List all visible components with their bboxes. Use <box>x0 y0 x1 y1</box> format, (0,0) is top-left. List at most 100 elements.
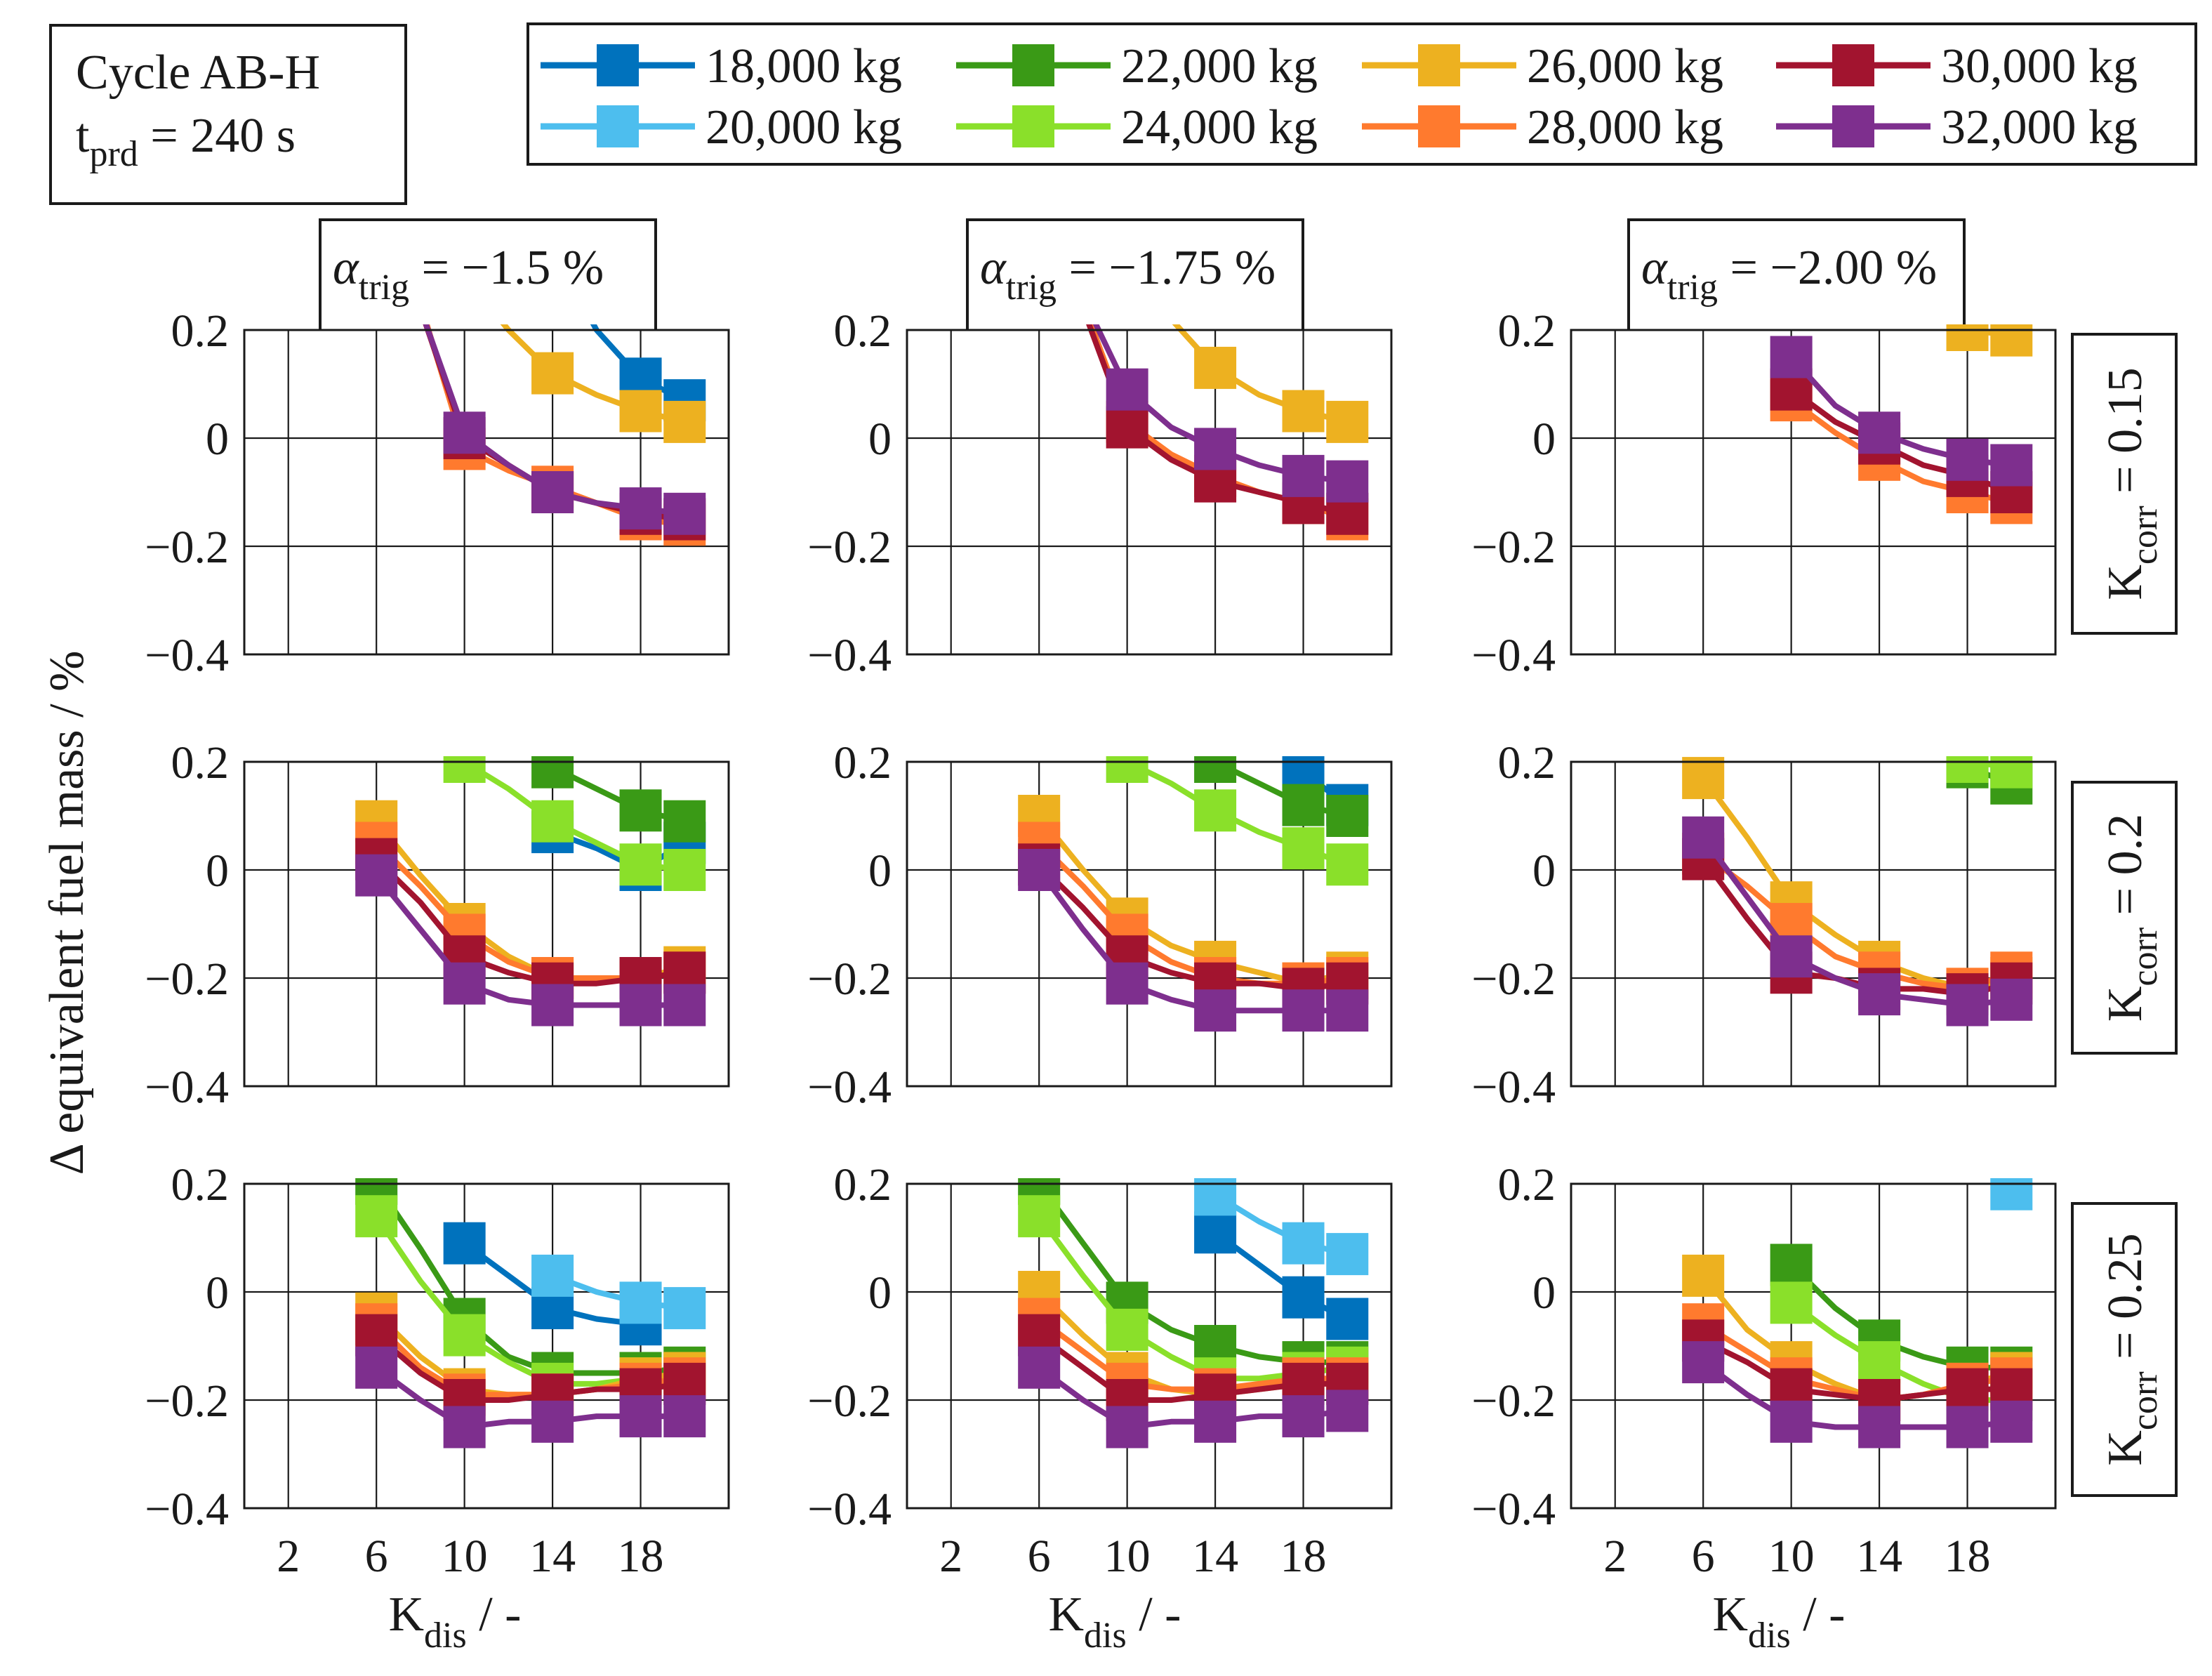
column-label-text: αtrig = −1.5 % <box>333 241 604 308</box>
point-32-000-kg-x14 <box>1858 411 1901 454</box>
series-line <box>590 324 687 403</box>
x-tick-label-2: 2 <box>1603 1531 1627 1582</box>
panel-r2-c2: −0.4 −0.2 0 0.2 2 6 10 14 18 <box>1471 1159 2057 1582</box>
kcorr-subscript: corr <box>2125 506 2165 565</box>
point-22-000-kg-x18 <box>1282 784 1325 826</box>
x-tick-label-2: 2 <box>277 1531 300 1582</box>
column-label-text: αtrig = −1.75 % <box>980 241 1276 308</box>
data-layer <box>423 324 706 546</box>
kcorr-symbol: K <box>2098 1430 2152 1466</box>
point-32-000-kg-x10 <box>1770 935 1813 978</box>
column-label-box <box>966 218 1304 339</box>
legend-label: 26,000 kg <box>1527 39 1723 93</box>
point-32-000-kg-x18 <box>1282 989 1325 1032</box>
panels: −0.4−0.200.2−0.4−0.200.2−0.4−0.200.2−0.4… <box>145 305 2057 1582</box>
data-layer <box>355 1178 706 1449</box>
series-32-000-kg <box>1018 1346 1369 1449</box>
point-26-000-kg-x18 <box>1282 390 1325 433</box>
plot-border <box>1570 329 2057 656</box>
x-tick-label-18: 18 <box>1280 1531 1327 1582</box>
y-tick-label: −0.2 <box>1471 522 1556 573</box>
x-tick-label-14: 14 <box>1192 1531 1238 1582</box>
point-32-000-kg-x20 <box>1990 1400 2033 1443</box>
kdis-unit: / - <box>1791 1588 1846 1642</box>
point-32-000-kg-x10 <box>1106 962 1148 1005</box>
y-tick-label: 0.2 <box>171 305 230 357</box>
info-t-sub: prd <box>89 134 138 174</box>
kdis-unit: / - <box>1127 1588 1181 1642</box>
point-32-000-kg-x10 <box>1106 1406 1148 1449</box>
x-tick-label-10: 10 <box>1104 1531 1151 1582</box>
plot-border <box>1570 760 2057 1088</box>
y-tick-label: −0.2 <box>145 954 229 1005</box>
legend-entry-22-000-kg: 22,000 kg <box>956 39 1318 93</box>
alpha-value: = −2.00 % <box>1718 241 1937 295</box>
column-label-0: αtrig = −1.5 % <box>319 218 657 339</box>
point-20-000-kg-x14 <box>531 1254 574 1297</box>
kdis-symbol: K <box>1712 1588 1748 1642</box>
plot-area <box>1571 762 2055 1086</box>
legend-label: 22,000 kg <box>1121 39 1318 93</box>
row-label-text: Kcorr = 0.25 <box>2098 1233 2165 1465</box>
legend-marker <box>597 105 639 147</box>
y-tick-label: 0.2 <box>1498 1159 1556 1210</box>
y-tick-label: 0 <box>1532 845 1556 897</box>
point-20-000-kg-x20 <box>1326 1233 1369 1276</box>
series-26-000-kg <box>1172 324 1369 443</box>
series-32-000-kg <box>355 854 706 1027</box>
point-22-000-kg-x18 <box>619 789 662 832</box>
point-24-000-kg-x10 <box>1106 756 1148 783</box>
point-32-000-kg-x18 <box>1282 454 1325 497</box>
point-32-000-kg-x20 <box>663 1395 706 1438</box>
point-32-000-kg-x20 <box>663 984 706 1027</box>
series-32-000-kg <box>355 1346 706 1449</box>
point-24-000-kg-x6 <box>355 1195 398 1238</box>
row-label-box <box>2071 781 2178 1055</box>
point-32-000-kg-x6 <box>1682 1341 1725 1384</box>
y-tick-label: 0 <box>206 845 229 897</box>
series-30-000-kg <box>355 838 706 1005</box>
y-tick-label: −0.2 <box>145 1375 229 1427</box>
y-tick-label: −0.4 <box>145 630 229 681</box>
point-26-000-kg-x6 <box>1682 757 1725 800</box>
point-32-000-kg-x18 <box>1946 984 1989 1027</box>
legend-label: 18,000 kg <box>706 39 902 93</box>
point-24-000-kg-x14 <box>1194 789 1237 832</box>
legend-marker <box>1418 105 1460 147</box>
point-18-000-kg-x14 <box>1194 1211 1237 1254</box>
point-32-000-kg-x18 <box>619 1395 662 1438</box>
y-tick-label: 0.2 <box>1498 305 1556 357</box>
x-tick-label-2: 2 <box>939 1531 962 1582</box>
x-axis-labels: Kdis / - Kdis / - Kdis / - <box>388 1588 1845 1656</box>
legend-label: 20,000 kg <box>706 100 902 154</box>
point-32-000-kg-x10 <box>1770 336 1813 378</box>
x-tick-label-6: 6 <box>1692 1531 1715 1582</box>
point-26-000-kg-x18 <box>619 390 662 433</box>
y-tick-label: −0.2 <box>807 954 892 1005</box>
kcorr-value: = 0.2 <box>2098 814 2152 928</box>
point-32-000-kg-x20 <box>1326 1390 1369 1432</box>
panel-r0-c0: −0.4 −0.2 0 0.2 <box>145 305 730 681</box>
plot-border <box>1570 1182 2057 1510</box>
point-24-000-kg-x10 <box>1106 1308 1148 1351</box>
point-32-000-kg-x6 <box>1018 1346 1061 1389</box>
x-tick-label-14: 14 <box>529 1531 576 1582</box>
x-axis-label-2: Kdis / - <box>1712 1588 1845 1656</box>
y-tick-label: −0.4 <box>807 630 892 681</box>
legend-entry-30-000-kg: 30,000 kg <box>1776 39 2138 93</box>
series-32-000-kg <box>1770 336 2033 487</box>
column-label-box <box>319 218 657 339</box>
point-32-000-kg-x20 <box>663 492 706 535</box>
row-label-text: Kcorr = 0.2 <box>2098 814 2165 1022</box>
point-22-000-kg-x20 <box>1326 795 1369 837</box>
kcorr-subscript: corr <box>2125 1371 2165 1430</box>
y-tick-label: 0 <box>206 414 229 465</box>
alpha-symbol: α <box>333 241 359 295</box>
series-24-000-kg <box>443 756 706 891</box>
legend-marker <box>1418 44 1460 86</box>
point-24-000-kg-x18 <box>1946 756 1989 783</box>
row-label-box <box>2071 1202 2178 1497</box>
kdis-unit: / - <box>467 1588 522 1642</box>
